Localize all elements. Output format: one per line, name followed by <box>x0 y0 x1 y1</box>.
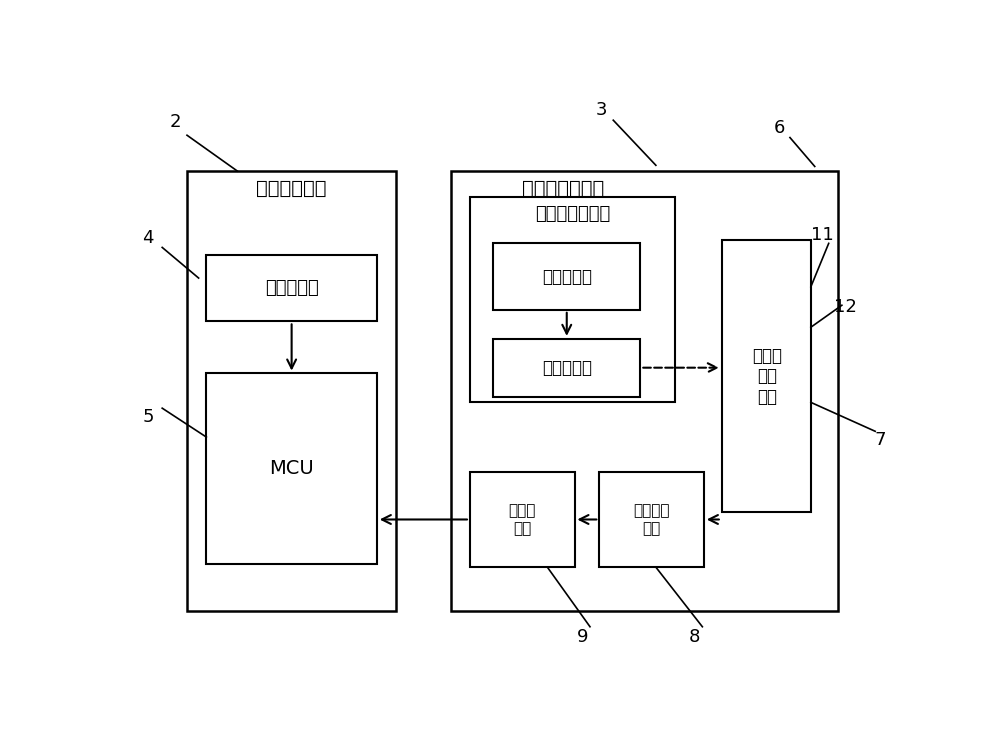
Text: 3: 3 <box>596 101 607 119</box>
Text: 5: 5 <box>143 408 154 426</box>
Bar <box>493 339 640 397</box>
Text: 6: 6 <box>774 119 786 137</box>
Text: MCU: MCU <box>269 460 314 478</box>
Bar <box>599 472 704 567</box>
Bar <box>206 255 377 321</box>
Text: 辅助控
制器: 辅助控 制器 <box>509 503 536 535</box>
Bar <box>722 240 811 512</box>
Text: 发射单片机: 发射单片机 <box>542 267 592 285</box>
Text: 8: 8 <box>689 628 700 646</box>
Text: 信号调理
电路: 信号调理 电路 <box>633 503 670 535</box>
Bar <box>187 171 396 611</box>
Text: 超声波
接收
模块: 超声波 接收 模块 <box>752 346 782 406</box>
Text: 11: 11 <box>811 226 834 243</box>
Text: 12: 12 <box>834 298 857 316</box>
Text: 7: 7 <box>875 431 886 449</box>
Text: 9: 9 <box>576 628 588 646</box>
Bar <box>470 197 675 403</box>
Bar <box>206 373 377 564</box>
Text: 压电陶瓷片: 压电陶瓷片 <box>542 359 592 377</box>
Bar <box>470 472 574 567</box>
Text: 惯性定位系统: 惯性定位系统 <box>256 179 327 198</box>
Bar <box>450 171 838 611</box>
Text: 2: 2 <box>170 113 181 131</box>
Text: 4: 4 <box>143 228 154 246</box>
Text: 超声波定位系统: 超声波定位系统 <box>522 179 604 198</box>
Text: 惯性传感器: 惯性传感器 <box>265 279 318 297</box>
Bar <box>493 243 640 310</box>
Text: 超声波发射模块: 超声波发射模块 <box>535 206 610 224</box>
